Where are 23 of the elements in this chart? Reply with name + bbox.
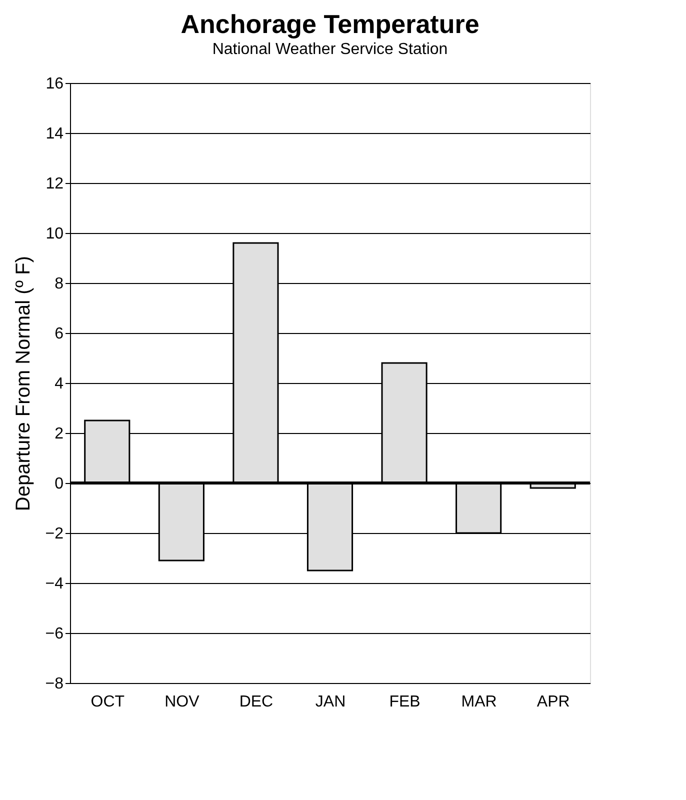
y-tick-label: 2 [54, 426, 64, 442]
x-tick-label: FEB [389, 694, 420, 710]
x-tick-label: MAR [461, 694, 497, 710]
y-tick-label: 8 [54, 276, 64, 292]
y-tick-label: −2 [45, 526, 64, 542]
x-tick-label: NOV [164, 694, 200, 710]
y-tick-label: −6 [45, 626, 64, 642]
chart-title: Anchorage Temperature [180, 9, 480, 39]
y-tick-label: 10 [46, 226, 64, 242]
y-axis-title: Departure From Normal (º F) [12, 256, 34, 512]
x-tick-label: APR [536, 694, 570, 710]
y-tick-label: 12 [46, 176, 64, 192]
x-tick-label: JAN [315, 694, 346, 710]
y-tick-label: −4 [45, 576, 64, 592]
y-tick-label: 14 [46, 126, 64, 142]
y-tick-label: 0 [54, 476, 64, 492]
y-tick-label: 16 [46, 76, 64, 92]
x-tick-label: DEC [239, 694, 274, 710]
y-tick-label: −8 [45, 676, 64, 692]
chart-subtitle: National Weather Service Station [212, 41, 448, 58]
y-tick-label: 6 [54, 326, 64, 342]
x-tick-label: OCT [90, 694, 125, 710]
y-tick-label: 4 [54, 376, 64, 392]
